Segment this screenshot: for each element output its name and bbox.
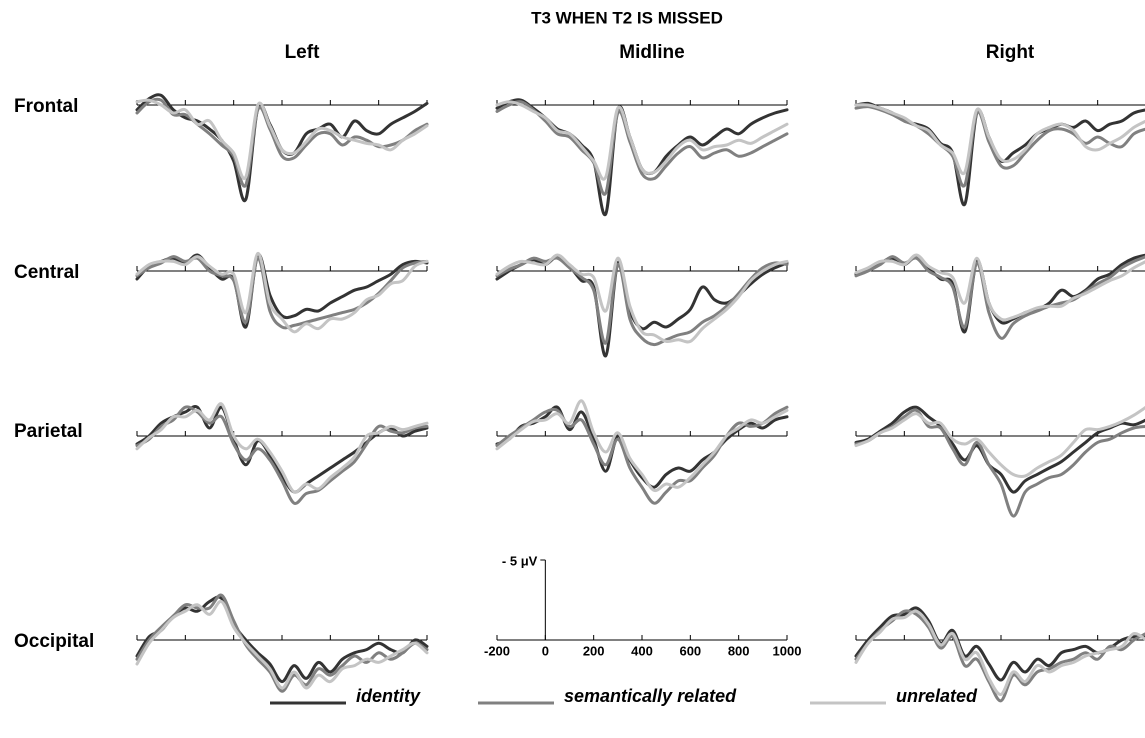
legend-label: identity [356, 686, 421, 706]
x-tick-label: 1000 [773, 643, 802, 658]
erp-waveform [854, 405, 1145, 494]
erp-waveform [495, 100, 789, 196]
erp-waveform [495, 256, 789, 347]
x-tick-label: 400 [631, 643, 653, 658]
legend-label: semantically related [564, 686, 737, 706]
x-tick-label: 0 [542, 643, 549, 658]
erp-waveform [854, 406, 1145, 478]
erp-waveform [495, 253, 789, 344]
legend-label: unrelated [896, 686, 978, 706]
x-tick-label: 600 [679, 643, 701, 658]
erp-waveform [854, 609, 1145, 703]
scale-label: - 5 μV [502, 553, 538, 568]
erp-waveform [495, 399, 789, 493]
x-tick-label: -200 [484, 643, 510, 658]
erp-waveform [854, 609, 1145, 696]
erp-waveform [135, 595, 429, 684]
erp-waveform [854, 103, 1145, 176]
x-tick-label: 200 [583, 643, 605, 658]
column-header: Left [285, 42, 321, 63]
erp-waveform [854, 105, 1145, 188]
row-label: Occipital [14, 631, 94, 652]
erp-waveform [495, 100, 789, 181]
column-header: Midline [619, 42, 684, 63]
erp-waveform [135, 98, 429, 181]
erp-waveform [135, 593, 429, 693]
erp-waveform [135, 600, 429, 690]
erp-waveform [495, 255, 789, 358]
erp-waveform [854, 408, 1145, 518]
x-tick-label: 800 [728, 643, 750, 658]
chart-title: T3 WHEN T2 IS MISSED [531, 8, 723, 27]
row-label: Frontal [14, 96, 78, 117]
erp-waveform [854, 253, 1145, 322]
column-header: Right [986, 42, 1035, 63]
erp-waveform [135, 405, 429, 505]
erp-waveform [135, 97, 429, 188]
erp-waveform [135, 402, 429, 494]
erp-waveform [135, 253, 429, 329]
row-label: Central [14, 262, 79, 283]
row-label: Parietal [14, 421, 83, 442]
erp-waveform [495, 405, 789, 505]
erp-waveform [135, 251, 429, 334]
